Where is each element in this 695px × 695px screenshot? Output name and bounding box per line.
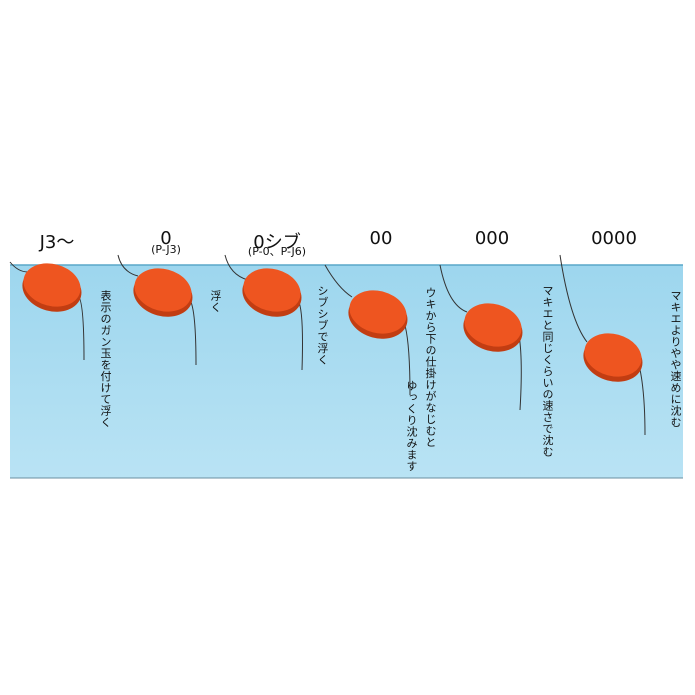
behavior-note: マキエと同じくらいの速さで沈む <box>541 285 554 458</box>
behavior-note: 浮く <box>209 290 222 313</box>
floats <box>22 263 643 382</box>
column-label: 0 <box>160 228 172 249</box>
column-label: J3～ <box>39 232 75 253</box>
behavior-note: マキエよりやや速めに沈む <box>669 290 682 428</box>
column-label: 0000 <box>591 228 637 249</box>
behavior-note: シブシブで浮く <box>316 285 329 366</box>
column-sublabel: (P-0、P-J6) <box>247 245 307 258</box>
column-label: 00 <box>369 228 393 249</box>
behavior-note: ウキから下の仕掛けがなじむと <box>424 287 437 448</box>
column-label: 000 <box>474 228 510 249</box>
behavior-note: ゆっくり沈みます <box>405 380 418 472</box>
column-sublabel: (P-J3) <box>151 243 181 256</box>
behavior-note: 表示のガン玉を付けて浮く <box>99 290 112 428</box>
water <box>10 265 683 478</box>
column-label: 0シブ <box>253 232 301 253</box>
